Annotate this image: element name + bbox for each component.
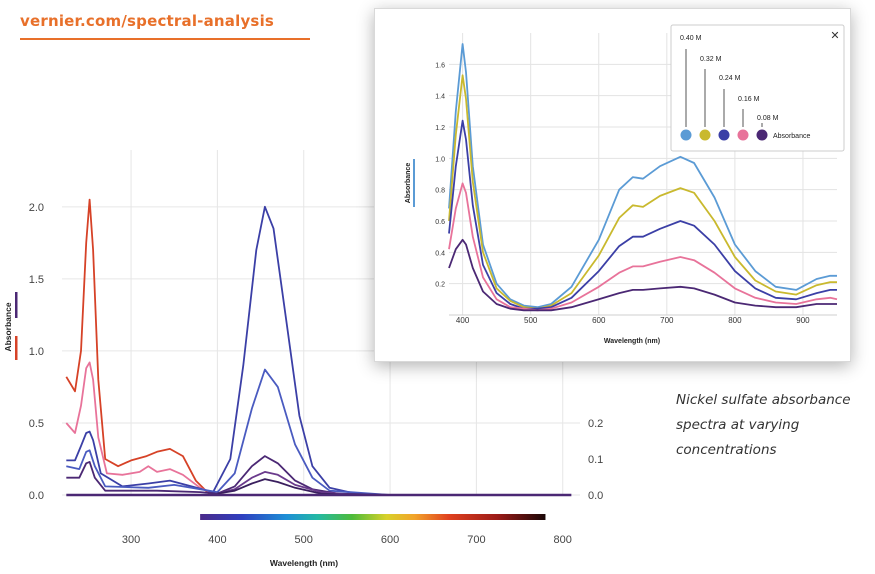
inset-x-tick-label: 800 (728, 316, 742, 325)
inset-y-tick-label: 1.2 (435, 125, 445, 132)
inset-spectrum-line (448, 43, 837, 309)
legend-swatch (680, 129, 692, 141)
legend-swatch (737, 129, 749, 141)
inset-x-tick-label: 600 (592, 316, 606, 325)
x-tick-label: 700 (467, 534, 485, 546)
y-axis-label: Absorbance (3, 302, 13, 351)
legend-swatch (756, 129, 768, 141)
legend-entry-label: 0.16 M (738, 96, 760, 103)
inset-spectrum-line (448, 74, 837, 310)
x-tick-label: 800 (554, 534, 572, 546)
inset-x-tick-label: 400 (456, 316, 470, 325)
inset-y-tick-label: 1.0 (435, 156, 445, 163)
legend-close-icon[interactable]: ✕ (830, 30, 839, 42)
legend-entry-label: 0.40 M (680, 35, 702, 42)
x-tick-label: 600 (381, 534, 399, 546)
legend-swatch (718, 129, 730, 141)
inset-y-tick-label: 0.4 (435, 250, 445, 257)
inset-spectrum-line (448, 119, 837, 310)
spectrum-line (66, 205, 563, 496)
spectrum-line (66, 455, 563, 496)
legend-entry-label: 0.24 M (719, 75, 741, 82)
x-axis-label: Wavelength (nm) (270, 558, 338, 568)
x-tick-label: 300 (122, 534, 140, 546)
concentration-inset-panel: 400 500 600 700 800 900 0.2 0.4 0.6 0.8 1.0 1.2 1.4 1… (374, 8, 851, 362)
legend: ✕ 0.40 M 0.32 M 0.24 M 0.16 M 0.08 M Abs… (670, 24, 845, 152)
y-tick-label: 1.0 (29, 346, 44, 358)
legend-entry-label: 0.08 M (757, 115, 779, 122)
y2-tick-label: 0.0 (588, 490, 603, 502)
inset-y-tick-label: 1.6 (435, 62, 445, 69)
legend-swatch (699, 129, 711, 141)
inset-x-tick-label: 700 (660, 316, 674, 325)
source-url[interactable]: vernier.com/spectral-analysis (20, 12, 275, 30)
inset-y-axis-label: Absorbance (405, 163, 412, 204)
inset-y-tick-label: 0.8 (435, 188, 445, 195)
spectrum-line (66, 368, 563, 496)
inset-y-tick-label: 0.2 (435, 282, 445, 289)
y-tick-label: 0.0 (29, 490, 44, 502)
y-tick-label: 2.0 (29, 202, 44, 214)
inset-y-tick-label: 0.6 (435, 219, 445, 226)
visible-spectrum-bar (200, 514, 546, 520)
y-tick-label: 0.5 (29, 418, 44, 430)
legend-absorbance-label: Absorbance (773, 133, 810, 140)
y-axis-legend-bars (15, 292, 18, 360)
x-tick-label: 500 (295, 534, 313, 546)
inset-y-tick-label: 1.4 (435, 94, 445, 101)
spectrum-line (65, 361, 563, 496)
y2-tick-label: 0.2 (588, 418, 603, 430)
inset-y-legend-bar (413, 159, 415, 207)
url-underline (20, 38, 310, 40)
inset-x-tick-label: 900 (796, 316, 810, 325)
inset-spectrum-line (448, 182, 838, 312)
y-tick-label: 1.5 (29, 274, 44, 286)
inset-spectrum-line (448, 238, 837, 312)
y2-tick-label: 0.1 (588, 454, 603, 466)
inset-x-axis-label: Wavelength (nm) (604, 338, 660, 345)
x-tick-label: 400 (208, 534, 226, 546)
figure-caption: Nickel sulfate absorbance spectra at var… (676, 392, 851, 458)
legend-entry-label: 0.32 M (700, 56, 722, 63)
inset-spectrum-chart: 400 500 600 700 800 900 0.2 0.4 0.6 0.8 1.0 1.2 1.4 1… (405, 24, 845, 345)
inset-x-tick-label: 500 (524, 316, 538, 325)
